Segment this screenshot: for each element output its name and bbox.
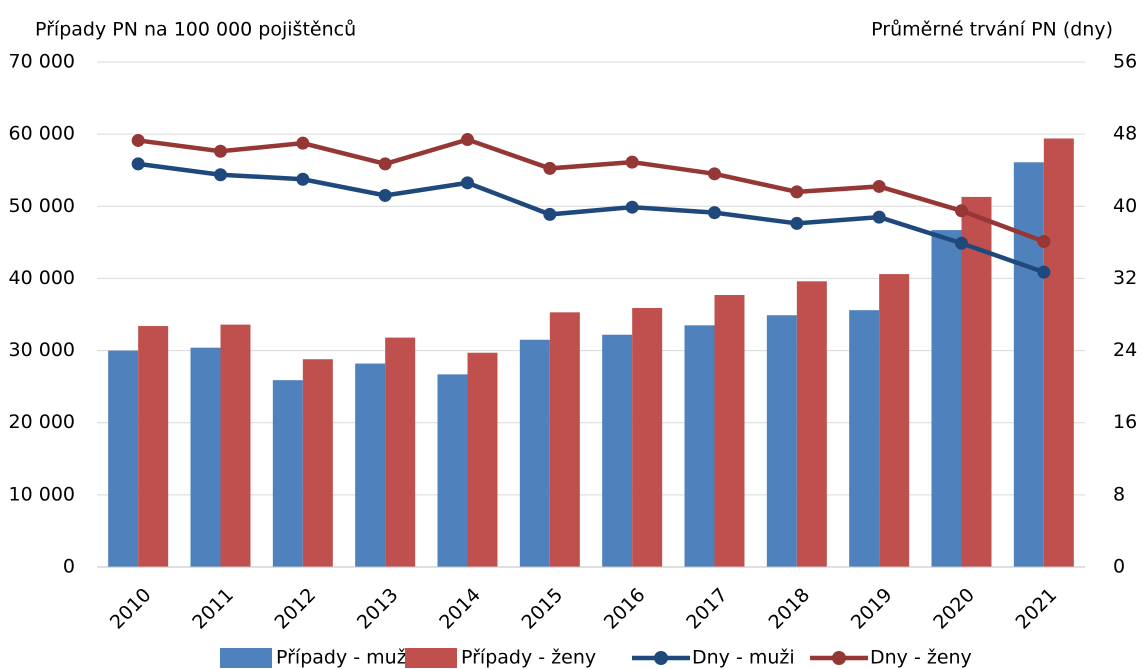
marker <box>790 216 804 230</box>
marker <box>131 133 145 147</box>
bar <box>796 281 827 567</box>
bar <box>632 308 663 567</box>
y2-tick-label: 24 <box>1113 339 1137 361</box>
y-tick-label: 0 <box>63 556 75 578</box>
legend-label: Dny - muži <box>692 647 795 669</box>
marker <box>543 207 557 221</box>
legend-swatch <box>220 648 272 668</box>
bar <box>931 230 962 568</box>
y2-tick-label: 40 <box>1113 195 1137 217</box>
marker <box>625 200 639 214</box>
x-tick-label: 2017 <box>682 584 732 634</box>
y-tick-label: 20 000 <box>9 411 75 433</box>
bar <box>355 363 386 567</box>
x-tick-label: 2015 <box>518 584 568 634</box>
marker <box>214 168 227 182</box>
bar <box>766 315 797 567</box>
y2-axis-title: Průměrné trvání PN (dny) <box>871 19 1113 41</box>
x-tick-label: 2011 <box>188 584 238 634</box>
y2-tick-label: 0 <box>1113 556 1125 578</box>
marker <box>378 188 392 202</box>
bar <box>602 334 633 567</box>
bar <box>519 339 550 567</box>
marker <box>1037 234 1051 248</box>
y-tick-label: 70 000 <box>9 51 75 73</box>
marker <box>378 157 392 171</box>
marker <box>543 161 557 175</box>
y2-tick-label: 48 <box>1113 123 1137 145</box>
marker <box>625 155 639 169</box>
bar <box>961 196 992 567</box>
marker <box>214 144 227 158</box>
bar <box>385 337 416 567</box>
y-tick-label: 50 000 <box>9 195 75 217</box>
marker <box>955 236 968 250</box>
marker <box>461 176 474 190</box>
legend-swatch <box>654 651 668 665</box>
bar <box>302 359 333 567</box>
bar <box>272 380 303 567</box>
bar <box>549 312 580 567</box>
x-tick-label: 2019 <box>847 584 897 634</box>
marker <box>461 133 474 147</box>
marker <box>708 167 721 181</box>
y2-tick-label: 32 <box>1113 267 1137 289</box>
bar <box>1043 138 1074 567</box>
marker <box>955 204 968 218</box>
y-tick-label: 30 000 <box>9 339 75 361</box>
marker <box>872 210 886 224</box>
legend-label: Případy - muži <box>276 647 412 669</box>
line <box>137 137 1045 244</box>
bar <box>714 295 745 567</box>
x-tick-label: 2018 <box>765 584 815 634</box>
x-tick-label: 2012 <box>271 584 321 634</box>
x-tick-label: 2020 <box>929 584 979 634</box>
line <box>137 161 1045 275</box>
marker <box>1037 265 1051 279</box>
y-tick-label: 10 000 <box>9 483 75 505</box>
legend-label: Dny - ženy <box>870 647 972 669</box>
bar <box>220 324 251 567</box>
legend-swatch <box>405 648 457 668</box>
x-tick-label: 2013 <box>353 584 403 634</box>
y2-tick-label: 56 <box>1113 51 1137 73</box>
bar <box>849 310 880 567</box>
y2-tick-label: 16 <box>1113 411 1137 433</box>
x-tick-label: 2014 <box>435 584 485 634</box>
marker <box>790 185 804 199</box>
bar <box>467 352 498 567</box>
bar <box>437 374 468 567</box>
bar <box>108 350 139 567</box>
bar <box>1013 162 1044 567</box>
marker <box>872 179 886 193</box>
bar <box>190 347 221 567</box>
legend-swatch <box>832 651 846 665</box>
y-axis-title: Případy PN na 100 000 pojištěnců <box>35 19 356 41</box>
y-tick-label: 60 000 <box>9 123 75 145</box>
x-tick-label: 2010 <box>106 584 156 634</box>
marker <box>296 136 310 150</box>
marker <box>708 206 721 220</box>
bar <box>138 326 169 567</box>
marker <box>296 172 310 186</box>
bar <box>684 325 715 567</box>
x-tick-label: 2016 <box>600 584 650 634</box>
bar <box>879 274 910 567</box>
marker <box>131 157 145 171</box>
x-tick-label: 2021 <box>1012 584 1062 634</box>
legend-label: Případy - ženy <box>461 647 596 669</box>
y-tick-label: 40 000 <box>9 267 75 289</box>
y2-tick-label: 8 <box>1113 483 1125 505</box>
